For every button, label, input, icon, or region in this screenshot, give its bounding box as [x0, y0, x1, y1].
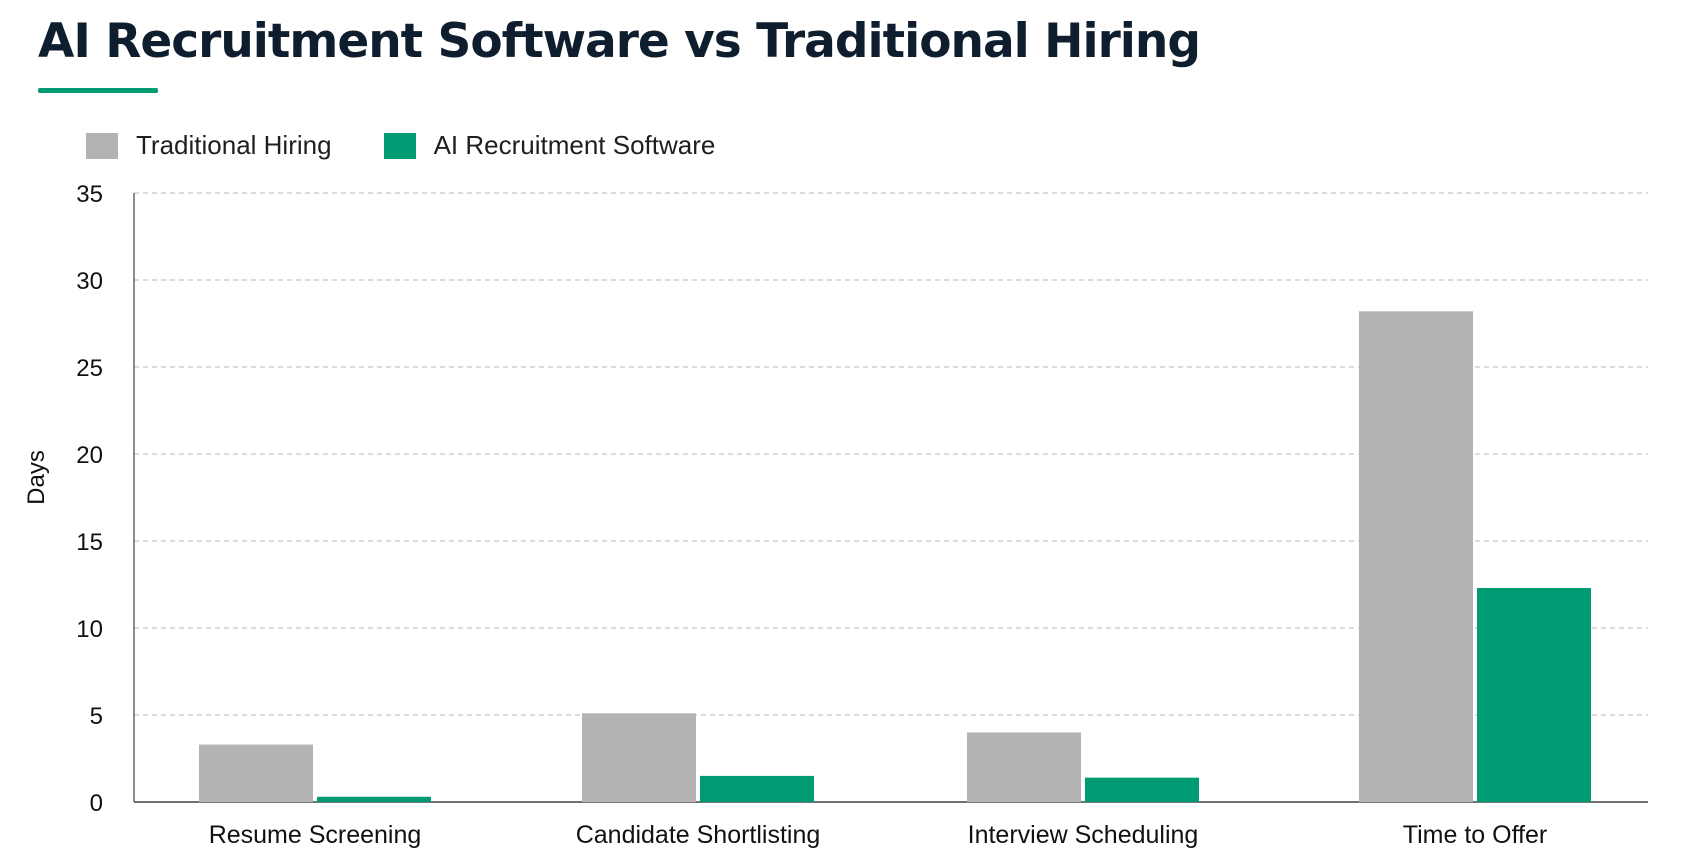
y-tick-label: 0: [90, 790, 103, 817]
bar-ai-3: [1477, 587, 1591, 802]
y-tick-label: 30: [76, 268, 103, 295]
y-tick-label: 5: [90, 703, 103, 730]
bar-traditional-1: [582, 713, 696, 802]
legend-swatch-ai: [383, 132, 416, 159]
legend-label-traditional: Traditional Hiring: [136, 130, 332, 160]
legend-item-ai[interactable]: AI Recruitment Software: [383, 130, 716, 161]
title-accent-underline: [38, 88, 158, 93]
x-category-label: Resume Screening: [209, 821, 422, 849]
legend-swatch-traditional: [86, 132, 118, 159]
y-tick-label: 10: [76, 616, 103, 643]
x-category-label: Interview Scheduling: [968, 821, 1199, 849]
y-tick-label: 15: [76, 529, 103, 556]
x-category-label: Time to Offer: [1403, 821, 1547, 849]
chart-title: AI Recruitment Software vs Traditional H…: [38, 14, 1201, 69]
y-tick-label: 35: [76, 181, 103, 208]
bar-ai-1: [700, 775, 814, 802]
bar-traditional-3: [1359, 311, 1473, 802]
x-category-label: Candidate Shortlisting: [576, 821, 821, 849]
chart-legend: Traditional Hiring AI Recruitment Softwa…: [86, 130, 767, 161]
y-tick-label: 25: [76, 355, 103, 382]
bar-ai-0: [317, 796, 431, 802]
bar-traditional-0: [199, 744, 313, 802]
y-axis-title: Days: [23, 450, 50, 505]
bar-traditional-2: [967, 732, 1081, 802]
bar-ai-2: [1085, 777, 1199, 802]
y-tick-label: 20: [76, 442, 103, 469]
legend-item-traditional[interactable]: Traditional Hiring: [86, 130, 332, 161]
legend-label-ai: AI Recruitment Software: [433, 130, 716, 160]
